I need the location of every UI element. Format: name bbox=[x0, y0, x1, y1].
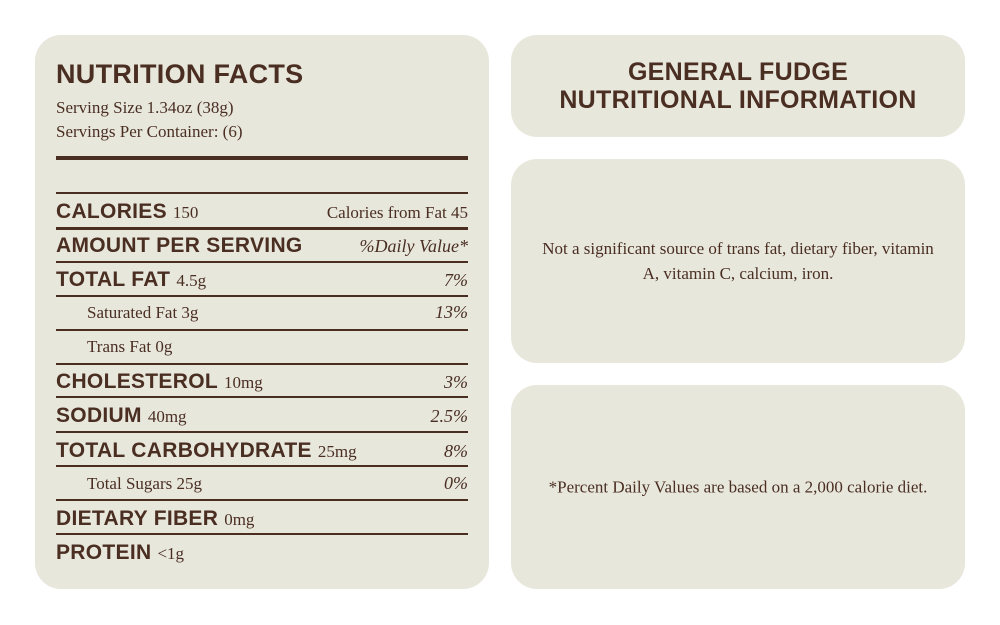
nutrient-row: Total Sugars 25g 0% bbox=[56, 473, 468, 503]
row-divider bbox=[56, 227, 468, 230]
nutrient-name: Saturated Fat 3g bbox=[87, 303, 199, 322]
brand-title: GENERAL FUDGE bbox=[627, 58, 849, 86]
note-card: Not a significant source of trans fat, d… bbox=[511, 159, 965, 363]
row-divider bbox=[56, 465, 468, 467]
nutrient-name: SODIUM bbox=[56, 404, 142, 427]
nutrient-amount: 40mg bbox=[147, 407, 187, 426]
nutrient-amount: 25mg bbox=[317, 442, 357, 461]
row-divider bbox=[56, 499, 468, 501]
nutrient-row: Saturated Fat 3g 13% bbox=[56, 302, 468, 332]
nutrient-row: CALORIES 150 Calories from Fat 45 bbox=[56, 200, 468, 230]
nutrient-row: Trans Fat 0g bbox=[56, 337, 468, 367]
serving-size: Serving Size 1.34oz (38g) bbox=[56, 98, 234, 117]
nutrient-row: SODIUM 40mg 2.5% bbox=[56, 404, 468, 434]
nutrient-amount: 0mg bbox=[224, 510, 255, 529]
row-divider bbox=[56, 261, 468, 263]
row-divider bbox=[56, 363, 468, 365]
calories-from-fat: Calories from Fat 45 bbox=[326, 203, 468, 222]
nutrient-amount: 150 bbox=[172, 203, 199, 222]
nutrient-name: CALORIES bbox=[56, 200, 167, 223]
nutrient-name: Total Sugars 25g bbox=[87, 474, 202, 493]
nutrient-row: TOTAL CARBOHYDRATE 25mg 8% bbox=[56, 439, 468, 469]
nutrient-row: PROTEIN <1g bbox=[56, 541, 468, 571]
row-divider bbox=[56, 396, 468, 398]
daily-value: 3% bbox=[444, 372, 468, 392]
daily-values-card: *Percent Daily Values are based on a 2,0… bbox=[511, 385, 965, 589]
row-divider bbox=[56, 533, 468, 535]
nutrient-amount: 4.5g bbox=[176, 271, 207, 290]
nutrient-name: TOTAL CARBOHYDRATE bbox=[56, 439, 312, 462]
nutrient-amount: <1g bbox=[157, 544, 185, 563]
daily-value: 0% bbox=[444, 473, 468, 493]
nutrient-name: TOTAL FAT bbox=[56, 268, 171, 291]
nutrient-name: AMOUNT PER SERVING bbox=[56, 234, 303, 257]
daily-values-note: *Percent Daily Values are based on a 2,0… bbox=[548, 477, 928, 497]
daily-value: 13% bbox=[435, 302, 468, 322]
divider-thick bbox=[56, 156, 468, 160]
nutrient-name: CHOLESTEROL bbox=[56, 370, 218, 393]
nutrient-row: DIETARY FIBER 0mg bbox=[56, 507, 468, 537]
nutrition-facts-panel: NUTRITION FACTS Serving Size 1.34oz (38g… bbox=[35, 35, 489, 589]
nutrient-name: Trans Fat 0g bbox=[87, 337, 173, 356]
brand-subtitle: NUTRITIONAL INFORMATION bbox=[559, 86, 917, 114]
row-divider bbox=[56, 329, 468, 331]
nutrient-amount: 10mg bbox=[223, 373, 263, 392]
daily-value: 2.5% bbox=[430, 406, 469, 426]
nutrient-name: PROTEIN bbox=[56, 541, 152, 564]
not-significant-note: Not a significant source of trans fat, d… bbox=[542, 239, 934, 283]
nutrient-row: TOTAL FAT 4.5g 7% bbox=[56, 268, 468, 298]
daily-value: 7% bbox=[444, 270, 468, 290]
title-card: GENERAL FUDGE NUTRITIONAL INFORMATION bbox=[511, 35, 965, 137]
nutrient-row: AMOUNT PER SERVING %Daily Value* bbox=[56, 234, 468, 264]
row-divider bbox=[56, 295, 468, 297]
row-divider bbox=[56, 431, 468, 433]
nutrient-name: DIETARY FIBER bbox=[56, 507, 219, 530]
daily-value: 8% bbox=[444, 441, 468, 461]
nutrient-row: CHOLESTEROL 10mg 3% bbox=[56, 370, 468, 400]
divider bbox=[56, 192, 468, 194]
nutrition-facts-title: NUTRITION FACTS bbox=[56, 59, 304, 89]
servings-per-container: Servings Per Container: (6) bbox=[56, 122, 243, 141]
daily-value: %Daily Value* bbox=[359, 236, 468, 256]
